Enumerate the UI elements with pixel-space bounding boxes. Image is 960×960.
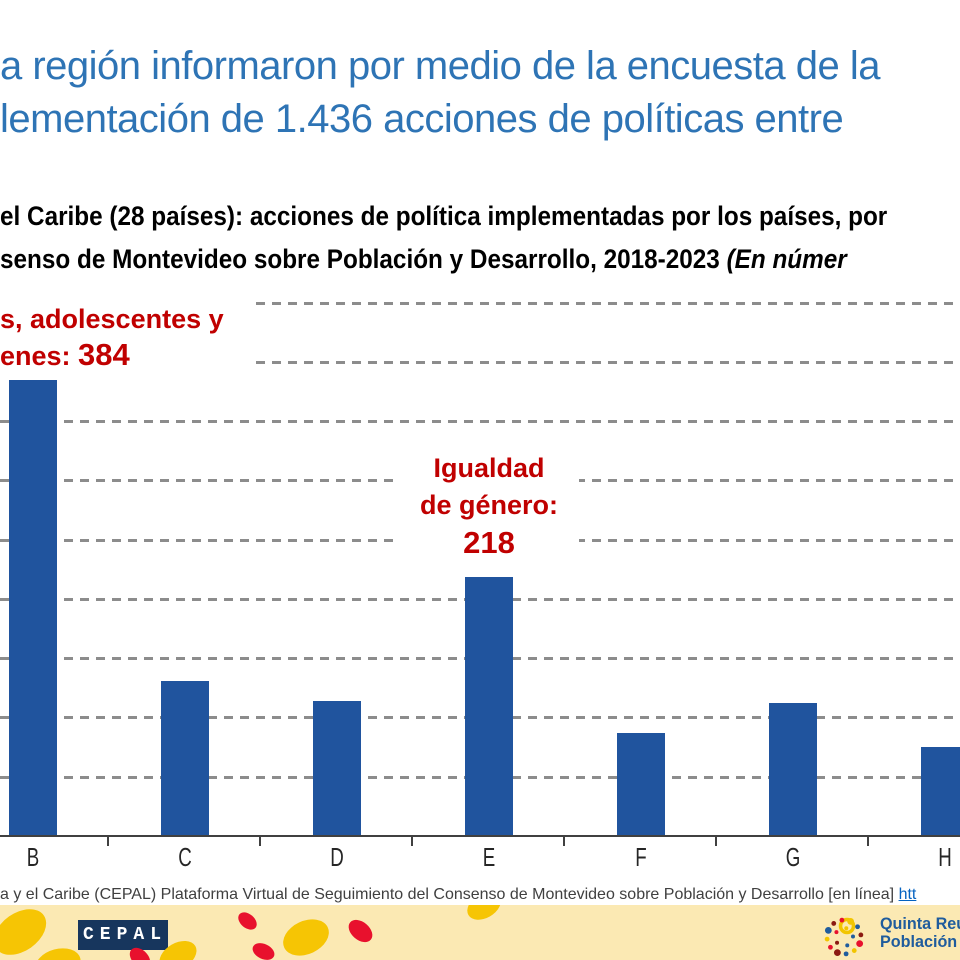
annotation-chapter-b: s, adolescentes y enes: 384	[0, 301, 252, 377]
x-axis-label-E: E	[482, 842, 496, 872]
bar-F	[617, 733, 665, 835]
x-axis-label-D: D	[330, 842, 344, 872]
annotation-b-line-2: enes: 384	[0, 337, 130, 372]
figure-caption-line-1: el Caribe (28 países): acciones de polít…	[0, 201, 888, 231]
x-axis-label-F: F	[635, 842, 647, 872]
source-text: a y el Caribe (CEPAL) Plataforma Virtual…	[0, 886, 899, 903]
gridline-400	[0, 361, 960, 364]
caption-italic-units: (En númer	[726, 244, 847, 274]
confetti-ellipse	[234, 908, 260, 934]
bottom-banner: CEPAL Quinta Reu Población	[0, 905, 960, 960]
bar-C	[161, 681, 209, 835]
bar-E	[465, 577, 513, 835]
x-axis-tick	[259, 837, 261, 846]
x-axis-tick	[411, 837, 413, 846]
bar-B	[9, 380, 57, 835]
conference-title: Quinta Reu Población	[880, 915, 960, 951]
slide-title-line-2: lementación de 1.436 acciones de polític…	[0, 97, 844, 141]
bar-G	[769, 703, 817, 835]
confetti-ellipse	[277, 911, 335, 960]
confetti-ellipse	[31, 943, 85, 960]
x-axis-tick	[563, 837, 565, 846]
x-axis-label-H: H	[938, 842, 952, 872]
annotation-b-value: 384	[78, 337, 130, 372]
bar-H	[921, 747, 960, 835]
figure-caption: el Caribe (28 países): acciones de polít…	[0, 195, 960, 281]
slide-title: a región informaron por medio de la encu…	[0, 40, 960, 146]
x-axis-tick	[107, 837, 109, 846]
conference-title-line-2: Población	[880, 932, 958, 951]
x-axis-tick	[867, 837, 869, 846]
x-axis-label-G: G	[785, 842, 801, 872]
cepal-logo: CEPAL	[78, 920, 168, 950]
confetti-ellipse	[462, 905, 506, 926]
conference-title-line-1: Quinta Reu	[880, 914, 960, 933]
x-axis-line	[0, 835, 960, 837]
x-axis-label-C: C	[178, 842, 192, 872]
annotation-b-line-1: s, adolescentes y	[0, 304, 224, 334]
bar-D	[313, 701, 361, 835]
confetti-ellipse	[249, 939, 277, 960]
slide-title-line-1: a región informaron por medio de la encu…	[0, 44, 881, 88]
x-axis-tick	[715, 837, 717, 846]
conference-dots-logo-icon	[824, 917, 864, 957]
annotation-e-line-2: de género:	[419, 490, 559, 520]
confetti-ellipse	[343, 915, 377, 947]
x-axis-label-B: B	[26, 842, 40, 872]
source-line: a y el Caribe (CEPAL) Plataforma Virtual…	[0, 886, 960, 904]
annotation-chapter-e: Igualdad de género: 218	[399, 450, 579, 565]
gridline-450	[0, 302, 960, 305]
figure-caption-line-2: senso de Montevideo sobre Población y De…	[0, 244, 847, 274]
source-hyperlink[interactable]: htt	[898, 886, 917, 903]
annotation-e-value: 218	[463, 525, 515, 560]
annotation-e-line-1: Igualdad	[433, 453, 545, 483]
gridline-350	[0, 420, 960, 423]
